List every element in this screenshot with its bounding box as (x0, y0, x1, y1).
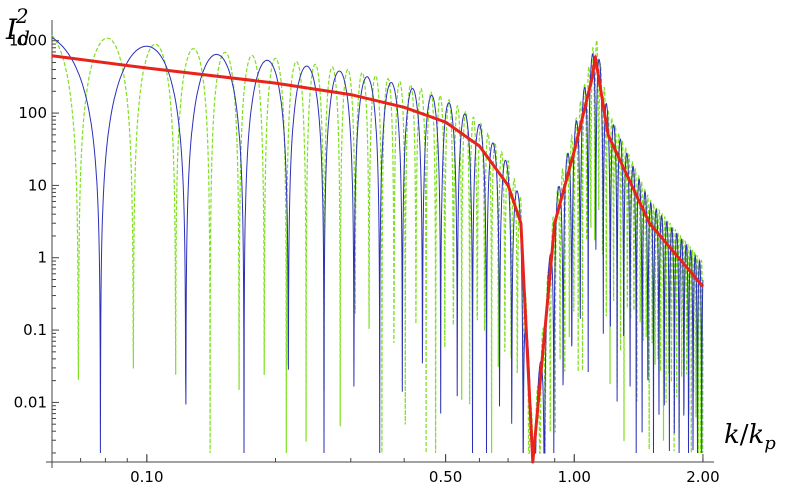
y-axis-label-base: I (5, 13, 18, 46)
blue-solid-line (51, 37, 704, 454)
x-tick-label: 2.00 (686, 468, 719, 486)
y-tick-label: 100 (18, 104, 47, 122)
axes (46, 20, 714, 468)
x-tick-label: 1.00 (558, 468, 591, 486)
x-axis-label: k/kp (724, 420, 776, 454)
y-axis-label-sub: d (17, 26, 30, 50)
x-axis-label-num: k (724, 420, 740, 450)
series-red-envelope (51, 54, 705, 464)
tick-labels: 1000 100 10 1 0.1 0.01 0.10 0.50 1.00 2.00 (9, 32, 720, 486)
x-axis-label-slash: / (740, 420, 749, 450)
y-tick-label: 10 (28, 176, 47, 194)
series-blue-solid (51, 37, 704, 454)
y-axis-label: Id2 (5, 4, 30, 50)
y-tick-label: 0.01 (14, 393, 47, 411)
x-tick-label: 0.10 (130, 468, 163, 486)
x-axis-label-den-sub: p (764, 433, 776, 454)
y-tick-label: 1 (37, 249, 47, 267)
y-tick-label: 1000 (9, 32, 47, 50)
green-dashed-line (51, 34, 704, 454)
x-tick-label: 0.50 (429, 468, 462, 486)
y-axis-label-sup: 2 (15, 4, 29, 28)
series-green-dashed (51, 34, 704, 454)
red-envelope-line (51, 54, 705, 464)
x-axis-label-den: k (749, 420, 765, 450)
y-tick-label: 0.1 (23, 321, 47, 339)
